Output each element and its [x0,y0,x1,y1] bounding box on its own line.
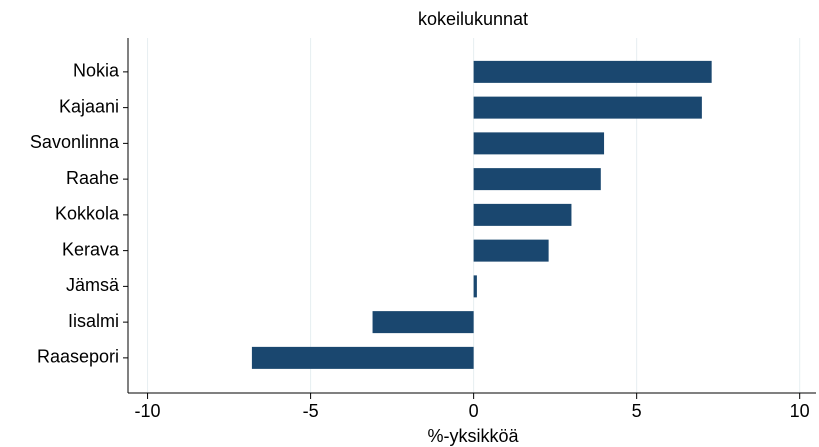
x-tick-label: -10 [135,401,161,421]
y-tick-label: Jämsä [66,275,120,295]
x-axis-label: %-yksikköä [427,426,519,446]
x-tick-label: 0 [469,401,479,421]
y-tick-label: Kokkola [55,204,120,224]
x-tick-label: -5 [303,401,319,421]
x-tick-label: 5 [632,401,642,421]
y-tick-label: Kerava [62,239,120,259]
bar [473,132,605,155]
chart-title: kokeilukunnat [418,9,528,29]
y-tick-label: Kajaani [59,96,119,116]
x-tick-label: 10 [790,401,810,421]
y-tick-label: Raasepori [37,347,119,367]
y-tick-label: Nokia [73,61,120,81]
bar [251,346,474,369]
y-tick-label: Iisalmi [68,311,119,331]
y-tick-label: Raahe [66,168,119,188]
bar [473,96,702,119]
bar [372,311,474,334]
bar [473,60,712,83]
y-tick-label: Savonlinna [30,132,120,152]
bar [473,203,572,226]
bar [473,275,477,298]
bar [473,168,601,191]
bar [473,239,549,262]
